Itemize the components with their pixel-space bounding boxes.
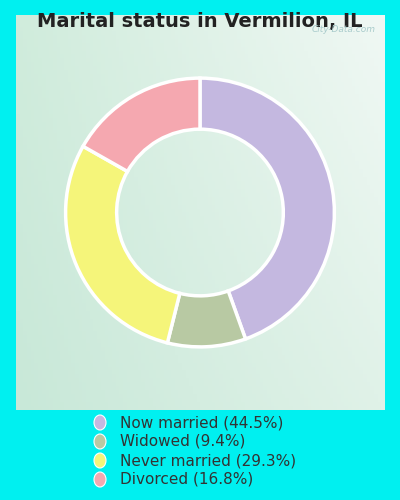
Text: Widowed (9.4%): Widowed (9.4%) (120, 434, 245, 449)
Text: Now married (44.5%): Now married (44.5%) (120, 415, 283, 430)
Text: Divorced (16.8%): Divorced (16.8%) (120, 472, 253, 487)
Text: Marital status in Vermilion, IL: Marital status in Vermilion, IL (37, 12, 363, 32)
Wedge shape (200, 78, 334, 339)
Text: Never married (29.3%): Never married (29.3%) (120, 453, 296, 468)
Wedge shape (66, 146, 180, 343)
Text: City-Data.com: City-Data.com (312, 25, 376, 34)
Wedge shape (167, 291, 246, 347)
Wedge shape (83, 78, 200, 172)
